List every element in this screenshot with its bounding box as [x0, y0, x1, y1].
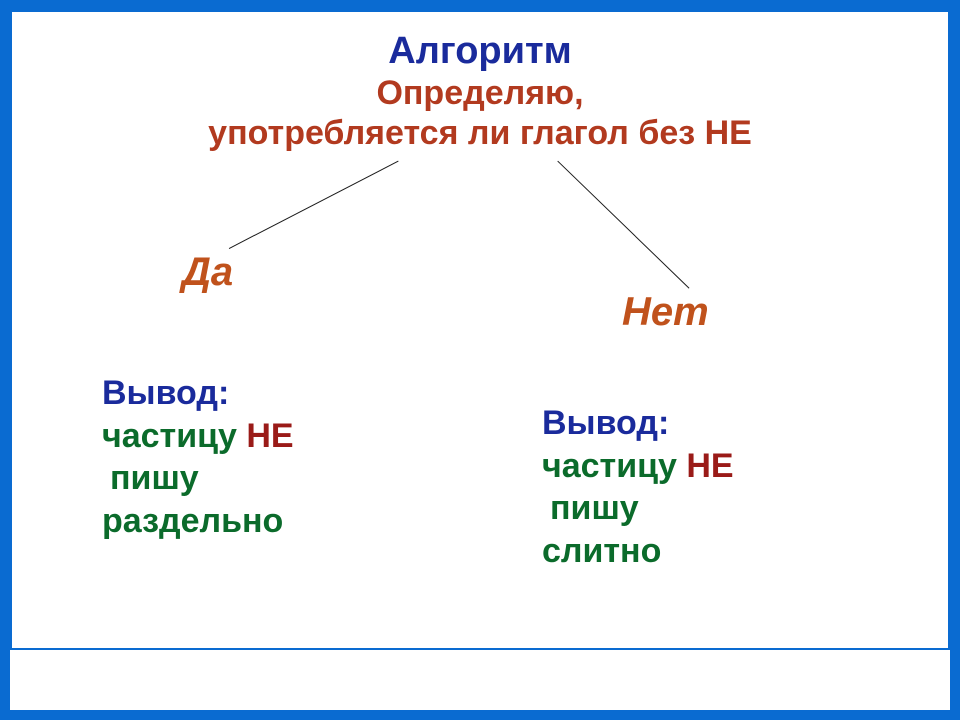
result-right-heading: Вывод:: [542, 402, 922, 445]
title-line-2: Определяю,: [12, 74, 948, 113]
slide-canvas: Алгоритм Определяю, употребляется ли гла…: [10, 10, 950, 650]
branch-line-left: [229, 161, 398, 248]
result-left-accent: НЕ: [246, 417, 293, 455]
result-left-line1: частицу НЕ: [102, 415, 482, 458]
result-left: Вывод: частицу НЕ пишу раздельно: [102, 372, 482, 542]
result-right-line2: пишу: [542, 487, 922, 530]
result-right: Вывод: частицу НЕ пишу слитно: [542, 402, 922, 572]
result-right-accent: НЕ: [686, 447, 733, 485]
result-left-heading: Вывод:: [102, 372, 482, 415]
title-line-1: Алгоритм: [12, 30, 948, 73]
branch-label-no: Нет: [622, 290, 709, 335]
result-right-line3: слитно: [542, 530, 922, 573]
result-right-line1: частицу НЕ: [542, 445, 922, 488]
branch-label-yes: Да: [182, 250, 233, 295]
result-right-p1a: частицу: [542, 447, 686, 485]
branch-line-right: [558, 161, 689, 288]
result-left-p1a: частицу: [102, 417, 246, 455]
title-line-3-prefix: употребляется ли глагол без: [208, 114, 704, 152]
slide-frame: Алгоритм Определяю, употребляется ли гла…: [0, 0, 960, 720]
title-line-3-accent: НЕ: [705, 114, 752, 152]
result-left-line3: раздельно: [102, 500, 482, 543]
title-line-3: употребляется ли глагол без НЕ: [12, 114, 948, 153]
result-left-line2: пишу: [102, 457, 482, 500]
